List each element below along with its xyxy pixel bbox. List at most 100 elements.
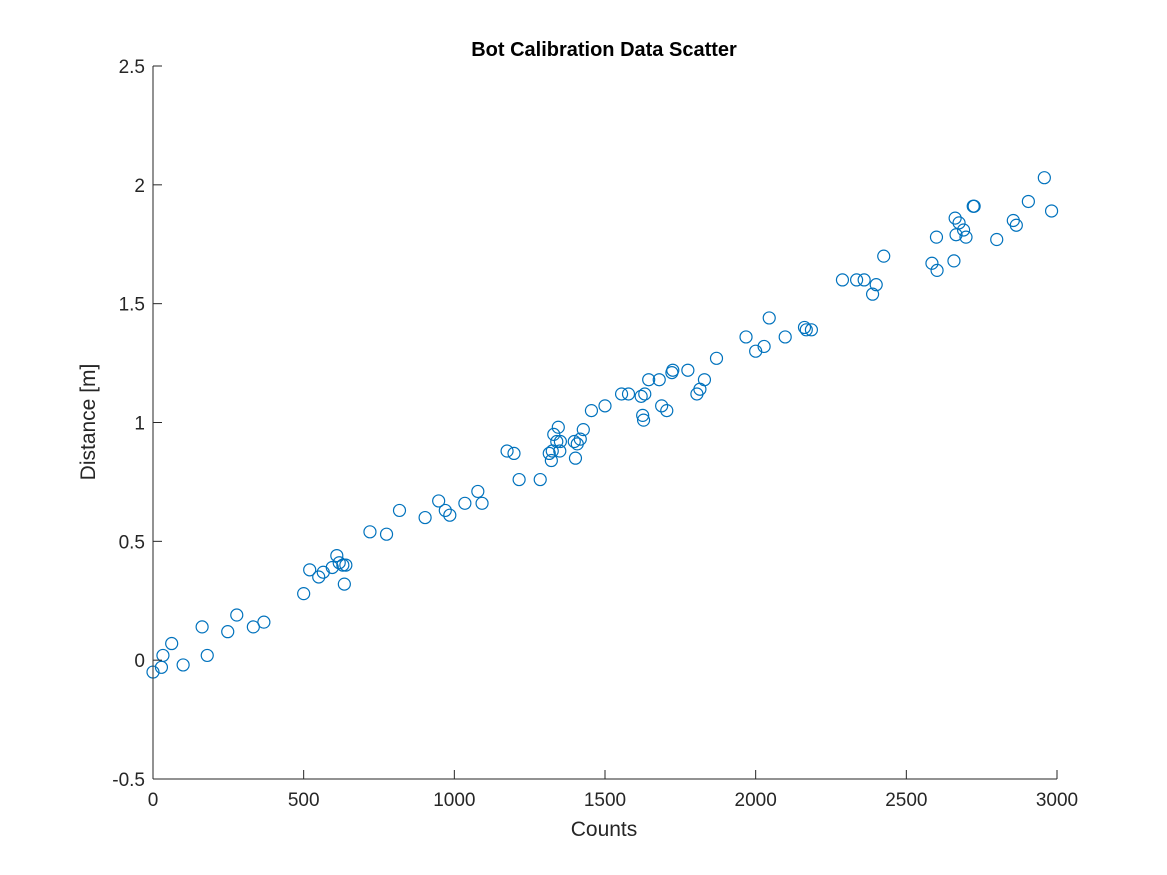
- data-point: [739, 330, 753, 344]
- data-point: [545, 444, 559, 458]
- data-point: [379, 527, 394, 541]
- data-point: [550, 434, 564, 449]
- data-point: [655, 399, 669, 413]
- data-point: [797, 320, 812, 335]
- data-point: [709, 351, 724, 365]
- data-point: [652, 373, 666, 387]
- axes: [152, 66, 1057, 780]
- x-axis-ticks: 0 500 1000 1500 2000 2500 3000: [148, 770, 1078, 811]
- data-point: [576, 423, 590, 437]
- data-point: [642, 373, 656, 387]
- data-point: [681, 363, 695, 377]
- data-point: [200, 648, 214, 663]
- data-point: [542, 446, 556, 460]
- data-point: [458, 496, 472, 510]
- data-point: [392, 503, 407, 518]
- data-point: [757, 339, 771, 354]
- data-point: [551, 420, 565, 434]
- data-point: [959, 230, 973, 244]
- data-point: [165, 636, 179, 651]
- data-point: [303, 563, 317, 577]
- data-point: [418, 510, 432, 525]
- data-point: [568, 451, 583, 465]
- data-point: [363, 525, 377, 539]
- data-point: [638, 387, 652, 401]
- data-point: [325, 560, 339, 575]
- y-tick-label: 2.5: [119, 57, 145, 78]
- data-point: [967, 199, 981, 213]
- data-point: [500, 444, 514, 458]
- data-point: [507, 446, 521, 460]
- data-point: [660, 404, 674, 418]
- data-point: [952, 216, 966, 230]
- data-point: [297, 587, 311, 601]
- data-point: [1037, 171, 1051, 185]
- data-point: [636, 408, 650, 422]
- x-tick-label: 2000: [735, 790, 777, 811]
- data-point: [799, 323, 813, 337]
- data-point: [850, 273, 864, 287]
- data-point: [221, 625, 235, 639]
- data-point: [471, 484, 485, 499]
- data-point: [230, 608, 244, 622]
- data-point: [443, 508, 457, 522]
- data-point: [553, 434, 568, 449]
- data-point: [804, 323, 819, 337]
- data-point: [1021, 194, 1035, 209]
- data-point: [614, 387, 629, 401]
- x-tick-label: 3000: [1036, 790, 1078, 811]
- x-tick-label: 1500: [584, 790, 626, 811]
- data-point: [762, 311, 776, 325]
- data-point: [869, 278, 883, 292]
- x-tick-label: 1000: [433, 790, 475, 811]
- data-point: [1044, 204, 1059, 218]
- data-point: [865, 287, 880, 301]
- data-point: [956, 223, 971, 237]
- data-points: [146, 171, 1059, 679]
- data-point: [621, 387, 636, 401]
- data-point: [857, 273, 871, 287]
- data-point: [930, 263, 944, 277]
- y-tick-label: 1: [134, 414, 145, 435]
- data-point: [312, 570, 326, 584]
- data-point: [598, 399, 612, 413]
- data-point: [330, 548, 344, 563]
- data-point: [475, 496, 489, 510]
- data-point: [947, 254, 961, 268]
- y-tick-label: 0.5: [119, 532, 145, 553]
- data-point: [336, 558, 350, 572]
- data-point: [176, 658, 190, 672]
- data-point: [636, 413, 651, 427]
- x-tick-label: 2500: [885, 790, 927, 811]
- data-point: [1009, 218, 1023, 232]
- data-point: [573, 432, 587, 446]
- data-point: [948, 211, 962, 225]
- data-point: [438, 503, 452, 518]
- data-point: [929, 230, 944, 244]
- data-point: [949, 228, 963, 242]
- data-point: [553, 444, 567, 458]
- data-point: [749, 344, 763, 358]
- data-point: [966, 199, 980, 213]
- data-point: [512, 472, 526, 487]
- data-point: [337, 577, 351, 591]
- data-point: [697, 373, 712, 387]
- data-point: [634, 389, 648, 403]
- data-point: [835, 273, 850, 287]
- data-point: [156, 648, 170, 663]
- data-point: [584, 404, 599, 418]
- y-axis-title: Distance [m]: [77, 364, 100, 481]
- chart-title: Bot Calibration Data Scatter: [471, 39, 737, 61]
- data-point: [339, 558, 353, 572]
- x-tick-label: 0: [148, 790, 159, 811]
- data-point: [257, 615, 271, 629]
- data-point: [666, 363, 680, 377]
- y-tick-label: 2: [134, 176, 145, 197]
- x-axis-title: Counts: [571, 818, 638, 841]
- data-point: [925, 256, 939, 270]
- x-tick-label: 500: [288, 790, 320, 811]
- data-point: [533, 472, 547, 487]
- data-point: [567, 434, 581, 449]
- data-point: [778, 330, 792, 344]
